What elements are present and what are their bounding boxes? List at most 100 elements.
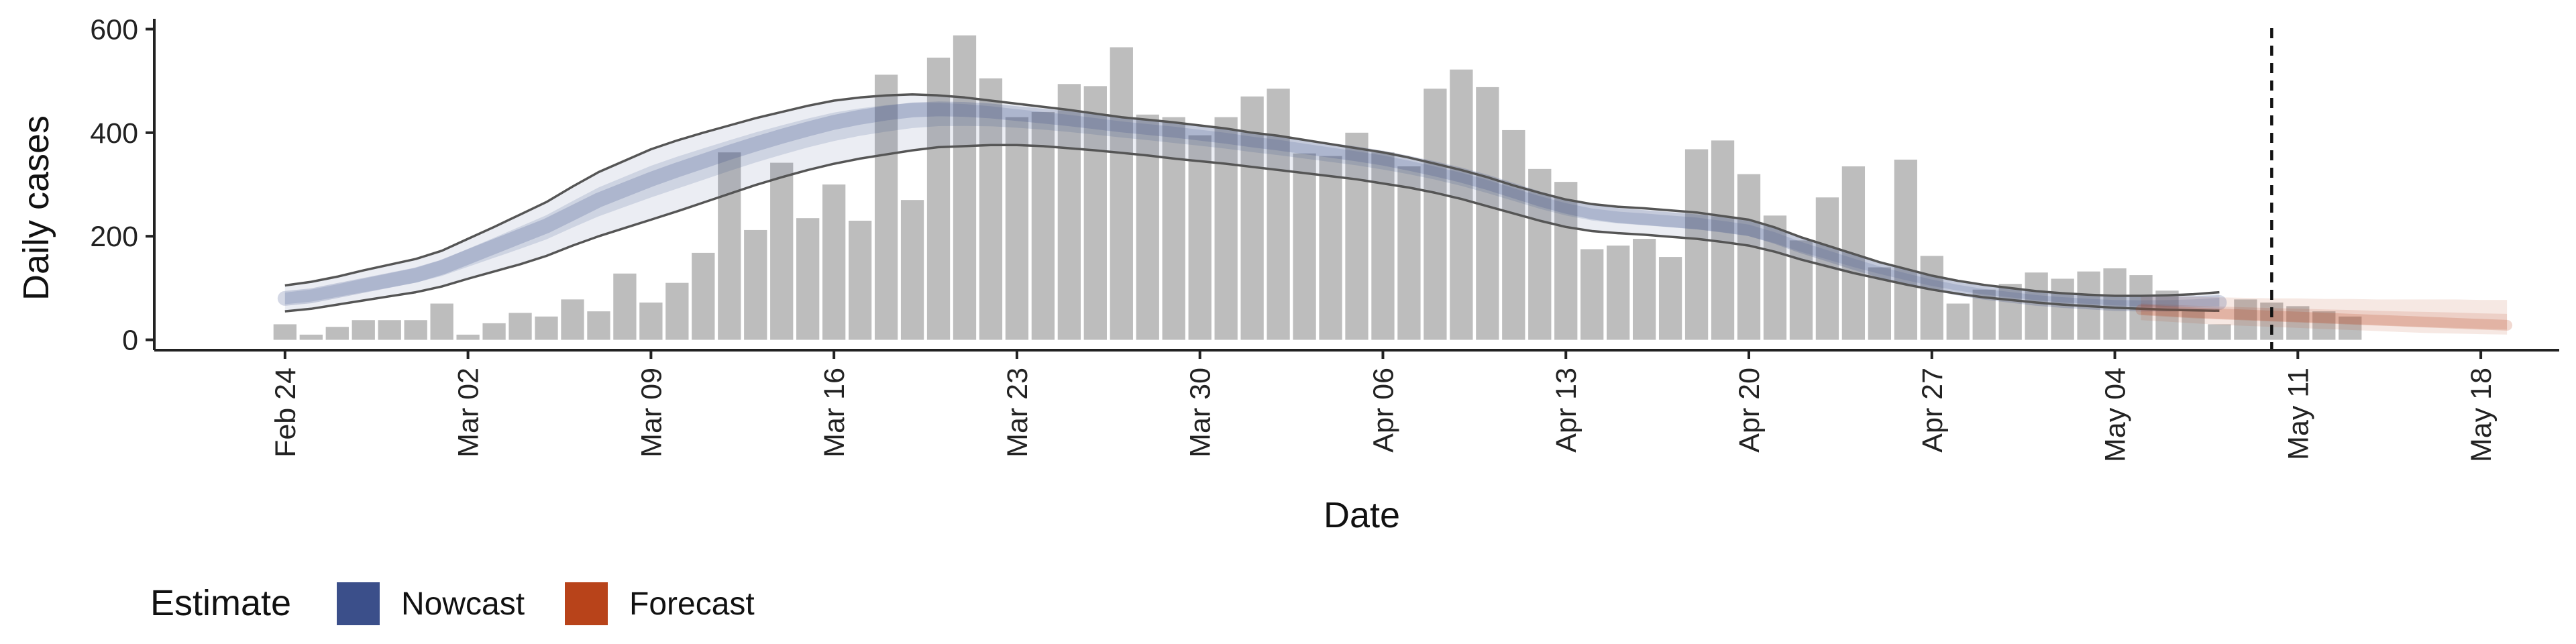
bar bbox=[1502, 129, 1525, 340]
bar bbox=[587, 311, 610, 340]
bar bbox=[1737, 174, 1761, 340]
bar bbox=[404, 320, 427, 340]
y-tick-label: 200 bbox=[90, 221, 138, 253]
bar bbox=[1057, 84, 1081, 340]
x-tick-label: May 11 bbox=[2282, 368, 2314, 460]
bar bbox=[1894, 159, 1917, 340]
y-tick-label: 600 bbox=[90, 13, 138, 46]
x-tick-label: May 18 bbox=[2465, 368, 2498, 462]
legend-label-nowcast: Nowcast bbox=[401, 586, 525, 622]
bar bbox=[1083, 86, 1107, 340]
bar bbox=[1658, 257, 1682, 340]
legend-swatch-nowcast bbox=[337, 582, 380, 625]
bar bbox=[822, 184, 846, 340]
bar bbox=[926, 57, 951, 340]
bar bbox=[2155, 290, 2179, 340]
x-tick-label: Apr 13 bbox=[1550, 368, 1582, 453]
x-tick-label: Mar 30 bbox=[1185, 368, 1217, 458]
x-tick-label: Feb 24 bbox=[270, 368, 302, 458]
bar bbox=[1554, 182, 1578, 340]
forecast-median-line bbox=[2135, 304, 2513, 331]
estimate-lines bbox=[277, 93, 2513, 331]
bar bbox=[430, 303, 453, 340]
bar bbox=[1424, 89, 1447, 340]
forecast-outer-band bbox=[2141, 296, 2508, 335]
x-tick-label: Apr 27 bbox=[1917, 368, 1949, 453]
bar bbox=[900, 200, 924, 340]
forecast-inner-band bbox=[2141, 303, 2508, 330]
bar bbox=[1188, 135, 1212, 340]
bar bbox=[1162, 117, 1185, 340]
bar bbox=[1397, 166, 1421, 340]
bar bbox=[718, 152, 741, 340]
nowcast-lower-line bbox=[284, 144, 2220, 313]
bar bbox=[2286, 306, 2310, 340]
bar bbox=[1684, 149, 1709, 340]
bar bbox=[1319, 156, 1342, 340]
bar bbox=[2339, 316, 2362, 340]
bar bbox=[378, 320, 401, 340]
bar bbox=[1476, 87, 1499, 340]
bar bbox=[1031, 111, 1055, 340]
x-tick-label: Mar 23 bbox=[1002, 368, 1034, 458]
bar bbox=[1607, 246, 1630, 340]
bar bbox=[535, 316, 558, 340]
bar bbox=[1110, 47, 1133, 340]
y-tick-label: 0 bbox=[122, 325, 138, 357]
bar bbox=[2312, 311, 2336, 340]
bar bbox=[1763, 215, 1787, 340]
bar bbox=[953, 35, 977, 340]
bar bbox=[561, 299, 584, 340]
bar bbox=[796, 218, 820, 340]
bar bbox=[352, 320, 375, 340]
bar bbox=[770, 162, 794, 340]
bar bbox=[744, 229, 767, 340]
x-tick-label: May 04 bbox=[2100, 368, 2132, 462]
x-tick-label: Mar 09 bbox=[635, 368, 667, 458]
bar bbox=[456, 334, 480, 340]
bar bbox=[1920, 256, 1943, 340]
bar bbox=[2051, 278, 2074, 340]
bar bbox=[1240, 96, 1264, 340]
bar bbox=[2103, 268, 2127, 340]
y-tick-label: 400 bbox=[90, 117, 138, 150]
bar bbox=[1946, 303, 1970, 340]
bar bbox=[2182, 311, 2205, 340]
bar bbox=[848, 221, 872, 340]
x-tick-label: Mar 02 bbox=[453, 368, 485, 458]
bar bbox=[299, 334, 323, 340]
bar bbox=[639, 302, 663, 340]
x-tick-label: Apr 06 bbox=[1367, 368, 1399, 453]
legend-title: Estimate bbox=[150, 583, 291, 623]
bar bbox=[1293, 153, 1316, 340]
nowcast-outer-band bbox=[284, 94, 2220, 312]
estimate-bands bbox=[284, 94, 2508, 335]
bar bbox=[874, 74, 898, 340]
nowcast-median-line bbox=[277, 101, 2227, 312]
bar bbox=[613, 273, 637, 340]
bar bbox=[1345, 132, 1368, 340]
bar bbox=[1632, 239, 1656, 340]
bar bbox=[665, 282, 689, 340]
legend: Estimate Nowcast Forecast bbox=[150, 582, 755, 625]
axes: 0 200 400 600 Feb 24 Mar 02 Mar 09 Mar 16 Mar 23… bbox=[90, 13, 2559, 462]
bar bbox=[2208, 324, 2231, 340]
bar bbox=[2025, 272, 2048, 340]
x-tick-label: Apr 20 bbox=[1733, 368, 1766, 453]
bar bbox=[692, 252, 715, 340]
x-tick-label: Mar 16 bbox=[818, 368, 851, 458]
bar bbox=[1528, 168, 1552, 340]
legend-label-forecast: Forecast bbox=[629, 586, 755, 622]
bar bbox=[1450, 69, 1473, 340]
bar bbox=[273, 324, 297, 340]
bar bbox=[1267, 89, 1290, 340]
bar bbox=[1214, 117, 1238, 340]
bar bbox=[1998, 284, 2022, 340]
bar bbox=[325, 327, 349, 340]
nowcast-upper-line bbox=[284, 93, 2220, 297]
bar bbox=[1580, 249, 1604, 340]
bar bbox=[979, 78, 1003, 340]
legend-swatch-forecast bbox=[565, 582, 608, 625]
y-axis-title: Daily cases bbox=[16, 115, 56, 301]
